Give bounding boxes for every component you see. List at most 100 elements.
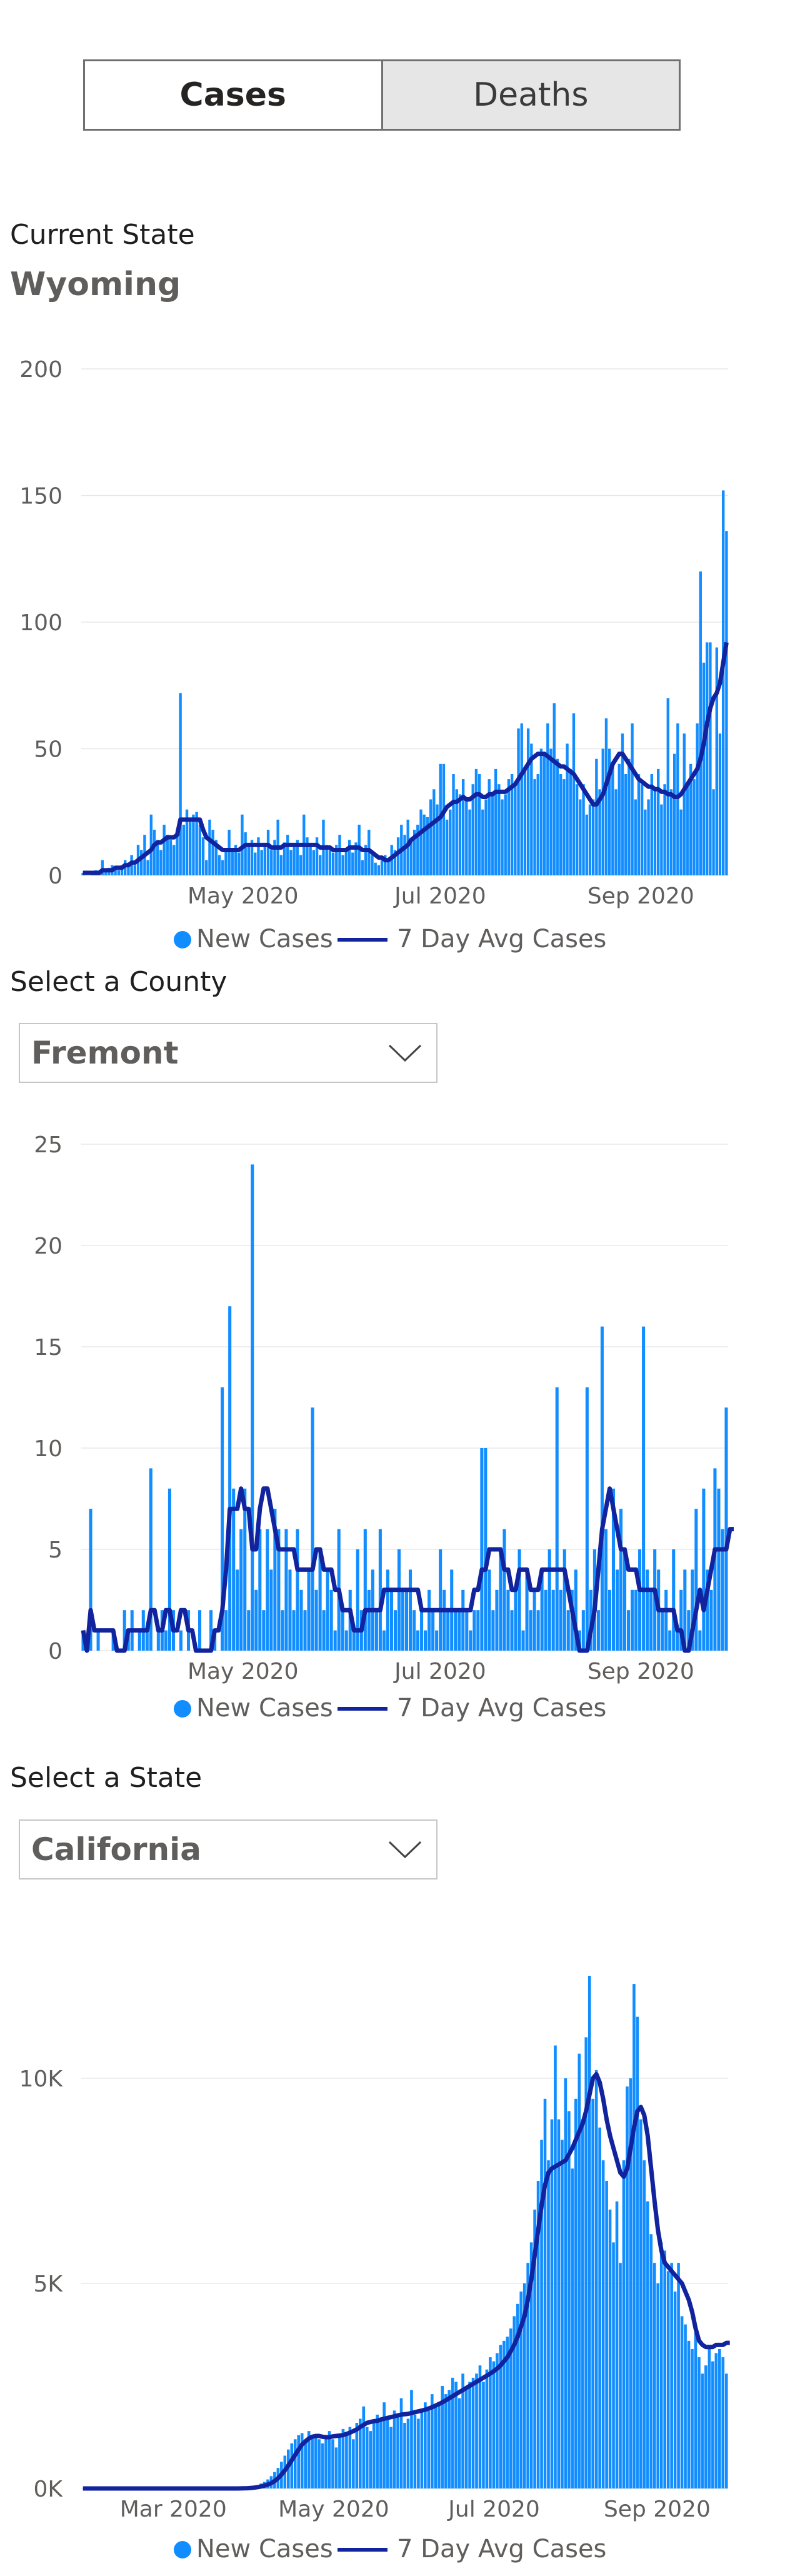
bar[interactable] — [484, 1448, 488, 1651]
bar[interactable] — [491, 1610, 495, 1651]
bar[interactable] — [211, 830, 214, 875]
bar[interactable] — [636, 2016, 639, 2488]
bar[interactable] — [689, 763, 692, 875]
bar[interactable] — [566, 1610, 570, 1651]
bar[interactable] — [547, 2160, 550, 2488]
bar[interactable] — [588, 1976, 591, 2488]
bar[interactable] — [361, 860, 364, 875]
bar[interactable] — [661, 1610, 664, 1651]
bar[interactable] — [345, 2435, 348, 2488]
bar[interactable] — [228, 830, 231, 875]
bar[interactable] — [495, 1589, 499, 1651]
bar[interactable] — [389, 1589, 393, 1651]
bar[interactable] — [335, 845, 338, 875]
bar[interactable] — [476, 1610, 480, 1651]
bar[interactable] — [442, 763, 446, 875]
avg-line[interactable] — [82, 641, 729, 875]
bar[interactable] — [585, 814, 588, 875]
bar[interactable] — [550, 2119, 554, 2488]
bar[interactable] — [260, 850, 263, 876]
bar[interactable] — [422, 814, 426, 875]
bar[interactable] — [649, 2234, 653, 2488]
bar[interactable] — [608, 1589, 611, 1651]
bar[interactable] — [205, 860, 208, 875]
bar[interactable] — [556, 758, 559, 875]
bar[interactable] — [591, 799, 595, 876]
bar[interactable] — [162, 825, 166, 875]
bar[interactable] — [232, 1488, 236, 1651]
bar[interactable] — [642, 2160, 646, 2488]
bar[interactable] — [676, 1630, 679, 1651]
bar[interactable] — [478, 2365, 482, 2488]
bar[interactable] — [718, 733, 722, 875]
bar[interactable] — [666, 698, 669, 876]
bar[interactable] — [300, 2433, 304, 2488]
bar[interactable] — [152, 830, 156, 875]
bar[interactable] — [604, 718, 608, 875]
bar[interactable] — [258, 1529, 262, 1651]
tab-cases[interactable]: Cases — [85, 61, 383, 129]
bar[interactable] — [289, 850, 292, 876]
bar[interactable] — [408, 1569, 412, 1651]
bar[interactable] — [521, 1630, 525, 1651]
bar[interactable] — [499, 2345, 502, 2488]
bar[interactable] — [179, 1630, 182, 1651]
bar[interactable] — [293, 2439, 297, 2488]
bar[interactable] — [333, 1630, 337, 1651]
bar[interactable] — [311, 2435, 314, 2488]
bar[interactable] — [516, 2303, 519, 2488]
bar[interactable] — [481, 809, 484, 875]
bar[interactable] — [224, 1610, 228, 1651]
bar[interactable] — [458, 1610, 461, 1651]
bar[interactable] — [533, 2209, 536, 2488]
bar[interactable] — [140, 850, 143, 876]
bar[interactable] — [517, 728, 520, 875]
bar[interactable] — [526, 2263, 529, 2488]
bar[interactable] — [612, 2242, 615, 2488]
bar[interactable] — [628, 758, 631, 875]
bar[interactable] — [159, 850, 162, 876]
bar[interactable] — [471, 784, 474, 875]
bar[interactable] — [406, 2418, 410, 2488]
bar[interactable] — [605, 2181, 608, 2488]
bar[interactable] — [546, 723, 549, 875]
bar[interactable] — [711, 2361, 714, 2488]
bar[interactable] — [138, 1630, 141, 1651]
bar[interactable] — [673, 2292, 677, 2488]
bar[interactable] — [536, 1610, 540, 1651]
bar[interactable] — [292, 1610, 296, 1651]
bar[interactable] — [581, 2119, 584, 2488]
bar[interactable] — [234, 845, 238, 875]
bar[interactable] — [239, 1529, 243, 1651]
bar[interactable] — [506, 2337, 509, 2488]
bar[interactable] — [566, 743, 569, 875]
bar[interactable] — [89, 1509, 92, 1651]
bar[interactable] — [615, 1569, 619, 1651]
bar[interactable] — [426, 817, 429, 875]
bar[interactable] — [691, 2348, 694, 2488]
bar[interactable] — [485, 2369, 489, 2488]
bar[interactable] — [474, 768, 478, 875]
bar[interactable] — [717, 1488, 721, 1651]
bar[interactable] — [454, 1610, 458, 1651]
bar[interactable] — [434, 2406, 438, 2488]
bar[interactable] — [663, 784, 666, 875]
bar[interactable] — [494, 768, 498, 875]
bar[interactable] — [677, 2263, 680, 2488]
bar[interactable] — [637, 774, 641, 875]
bar[interactable] — [326, 1569, 329, 1651]
bar[interactable] — [608, 2209, 612, 2488]
bar[interactable] — [403, 2423, 406, 2488]
bar[interactable] — [399, 2398, 403, 2488]
bar[interactable] — [420, 2410, 424, 2488]
bar[interactable] — [428, 1589, 431, 1651]
bar[interactable] — [250, 840, 254, 875]
bar[interactable] — [341, 1610, 344, 1651]
bar[interactable] — [380, 860, 384, 875]
bar[interactable] — [445, 819, 449, 875]
bar[interactable] — [691, 1569, 694, 1651]
bar[interactable] — [664, 1589, 668, 1651]
bar[interactable] — [318, 2439, 321, 2488]
bar[interactable] — [519, 2292, 522, 2488]
bar[interactable] — [629, 2078, 632, 2488]
